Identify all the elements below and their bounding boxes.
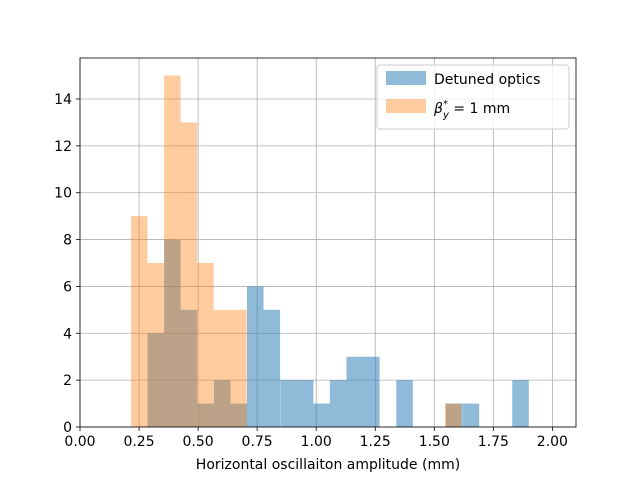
y-axis-ticks: 0 2 4 6 8 10 12 14 [54, 92, 80, 436]
legend-swatch-beta [386, 99, 426, 113]
legend-label-beta: β* y = 1 mm [433, 99, 510, 121]
histogram-bar-detuned [230, 403, 248, 427]
histogram-bar-detuned [213, 380, 231, 427]
x-tick-label: 1.75 [478, 434, 509, 450]
histogram-bar-detuned [462, 403, 480, 427]
histogram-bar-detuned [346, 356, 364, 427]
x-tick-label: 0.25 [123, 434, 154, 450]
histogram-bar-beta [213, 309, 231, 427]
histogram-bar-beta [197, 263, 214, 427]
histogram-bar-detuned [396, 380, 413, 427]
histogram-bar-detuned [512, 380, 529, 427]
y-tick-label: 14 [54, 92, 72, 108]
y-tick-label: 8 [63, 233, 72, 249]
x-tick-label: 0.00 [64, 434, 95, 450]
x-tick-label: 1.50 [419, 434, 450, 450]
histogram-bar-detuned [329, 380, 347, 427]
x-axis-label: Horizontal oscillaiton amplitude (mm) [196, 457, 460, 473]
histogram-bar-detuned [362, 356, 380, 427]
histogram-bar-detuned [445, 403, 463, 427]
histogram-bar-detuned [147, 333, 165, 427]
y-tick-label: 0 [63, 420, 72, 436]
bars [131, 75, 529, 428]
histogram-bar-beta [164, 75, 181, 428]
y-tick-label: 6 [63, 279, 72, 295]
histogram-bar-beta [444, 403, 462, 427]
histogram-bar-detuned [296, 380, 314, 427]
legend-beta-symbol: β [433, 101, 443, 117]
x-axis-ticks: 0.00 0.25 0.50 0.75 1.00 1.25 1.50 1.75 2.00 [64, 427, 568, 450]
histogram-bar-detuned [197, 403, 214, 427]
histogram-bar-beta [131, 216, 148, 427]
x-tick-label: 1.25 [360, 434, 391, 450]
x-tick-label: 0.50 [183, 434, 214, 450]
y-tick-label: 10 [54, 186, 72, 202]
plot-frame [79, 57, 577, 428]
legend-label-detuned: Detuned optics [434, 72, 540, 88]
y-tick-label: 4 [63, 326, 72, 342]
histogram-bar-detuned [263, 309, 281, 427]
histogram-bar-detuned [246, 286, 264, 427]
x-tick-label: 1.00 [301, 434, 332, 450]
y-tick-label: 12 [54, 139, 72, 155]
histogram-bar-detuned [164, 239, 181, 427]
histogram-bar-beta [180, 122, 198, 427]
histogram-bar-detuned [280, 380, 297, 427]
legend-beta-sup: * [443, 99, 448, 110]
histogram-bar-beta [230, 309, 247, 427]
histogram-bar-beta [147, 263, 165, 427]
histogram-bar-detuned [180, 309, 198, 427]
x-tick-label: 2.00 [537, 434, 568, 450]
x-tick-label: 0.75 [242, 434, 273, 450]
legend-swatch-detuned [386, 71, 426, 85]
histogram-bar-detuned [313, 403, 330, 427]
legend-beta-sub: y [442, 110, 450, 121]
y-tick-label: 2 [63, 373, 72, 389]
legend-beta-rest: = 1 mm [449, 101, 510, 117]
legend: Detuned optics β* y = 1 mm [376, 64, 570, 130]
